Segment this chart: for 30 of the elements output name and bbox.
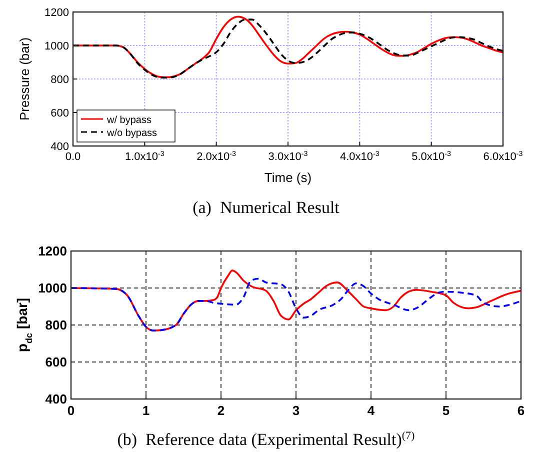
y-axis-title: Pressure (bar) <box>17 37 32 121</box>
x-tick-label: 6.0x10$^{-3}$ <box>483 150 523 163</box>
text: (b) Reference data (Experimental Result)$^{(7)}$ <box>117 430 416 449</box>
x-tick-label: 1 <box>142 403 150 418</box>
y-tick-label: 1000 <box>38 280 67 296</box>
legend-label: w/o bypass <box>106 128 158 139</box>
y-tick-label: 800 <box>45 318 67 333</box>
x-tick-label: 5.0x10$^{-3}$ <box>412 150 452 163</box>
x-tick-label: 1.0x10$^{-3}$ <box>124 150 164 163</box>
y-tick-label: 1000 <box>44 40 69 52</box>
y-tick-label: 400 <box>50 140 69 153</box>
x-tick-label: 4 <box>367 403 376 418</box>
x-tick-label: 0.0 <box>65 151 81 163</box>
x-tick-label: 4.0x10$^{-3}$ <box>340 150 380 163</box>
text: (a) Numerical Result <box>192 198 340 217</box>
y-tick-label: 1200 <box>38 244 67 259</box>
y-tick-label: 600 <box>50 107 69 120</box>
y-tick-label: 400 <box>45 392 67 407</box>
x-tick-label: 3 <box>292 403 300 418</box>
y-tick-label: 800 <box>50 74 69 86</box>
x-tick-label: 5 <box>442 403 450 418</box>
y-tick-label: 600 <box>45 354 67 370</box>
x-tick-label: 2.0x10$^{-3}$ <box>196 150 236 163</box>
x-tick-label: 6 <box>517 403 525 418</box>
x-tick-label: 3.0x10$^{-3}$ <box>268 150 308 163</box>
x-tick-label: 0 <box>67 403 75 418</box>
legend-label: w/ bypass <box>106 115 152 126</box>
x-tick-label: 2 <box>217 403 225 418</box>
x-axis-title: Time (s) <box>264 170 312 185</box>
y-tick-label: 1200 <box>44 6 69 19</box>
